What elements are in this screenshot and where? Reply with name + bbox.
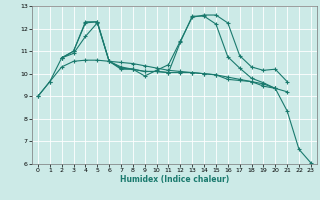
X-axis label: Humidex (Indice chaleur): Humidex (Indice chaleur) [120,175,229,184]
